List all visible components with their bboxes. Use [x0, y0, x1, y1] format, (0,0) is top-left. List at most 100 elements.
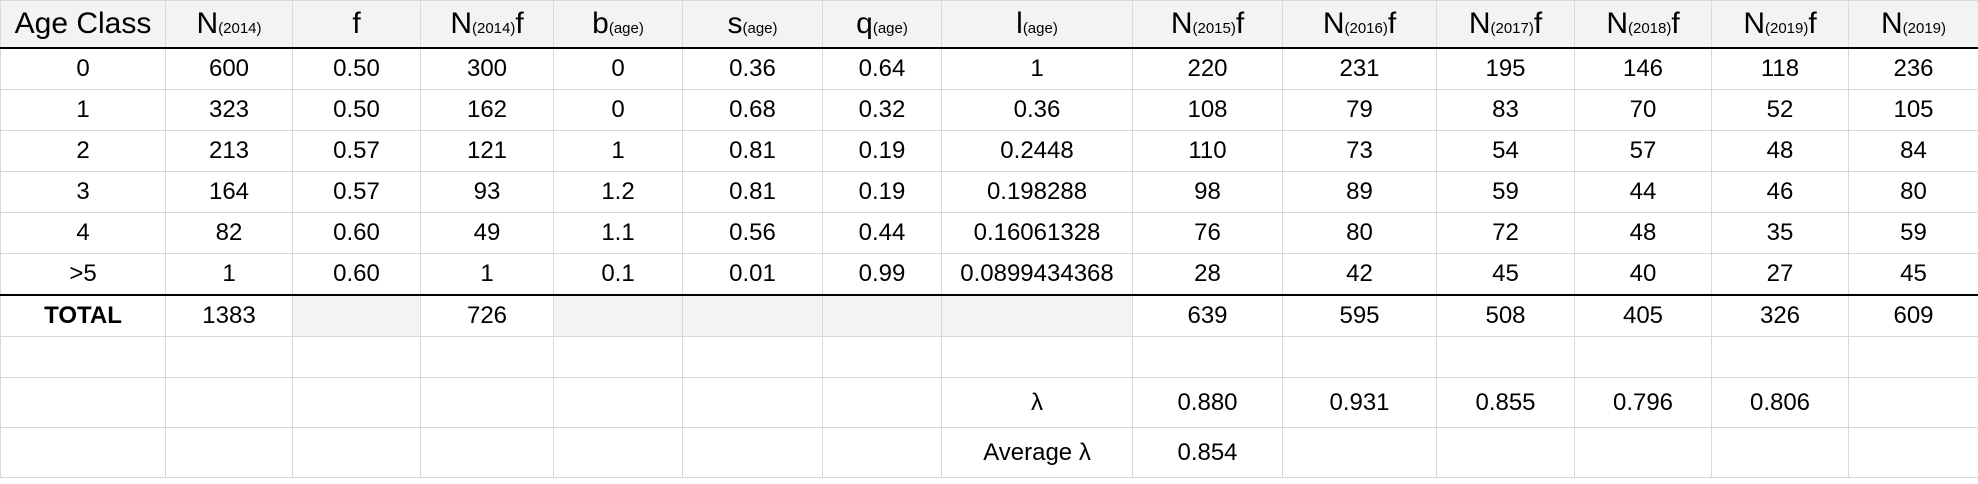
lambda-label[interactable]: λ — [941, 377, 1133, 428]
table-cell[interactable]: 0.44 — [822, 212, 942, 254]
table-cell[interactable]: >5 — [0, 253, 166, 296]
table-cell[interactable] — [822, 336, 942, 378]
table-cell[interactable]: 0.81 — [682, 130, 823, 172]
total-cell[interactable] — [553, 294, 683, 337]
table-cell[interactable] — [1282, 427, 1437, 478]
table-cell[interactable]: 45 — [1436, 253, 1575, 296]
table-cell[interactable]: 0.56 — [682, 212, 823, 254]
header-cell[interactable]: s(age) — [682, 0, 823, 49]
table-cell[interactable]: 0.1 — [553, 253, 683, 296]
table-cell[interactable]: 0.50 — [292, 89, 421, 131]
table-cell[interactable]: 0.99 — [822, 253, 942, 296]
table-cell[interactable]: 84 — [1848, 130, 1978, 172]
table-cell[interactable] — [1574, 336, 1712, 378]
header-cell[interactable]: N(2014) — [165, 0, 293, 49]
table-cell[interactable] — [1574, 427, 1712, 478]
table-cell[interactable] — [165, 427, 293, 478]
table-cell[interactable] — [1848, 377, 1978, 428]
header-cell[interactable]: N(2014)f — [420, 0, 554, 49]
total-cell[interactable]: 609 — [1848, 294, 1978, 337]
header-cell[interactable]: N(2015)f — [1132, 0, 1283, 49]
total-cell[interactable]: 405 — [1574, 294, 1712, 337]
table-cell[interactable]: 146 — [1574, 47, 1712, 90]
total-cell[interactable]: 726 — [420, 294, 554, 337]
total-cell[interactable] — [292, 294, 421, 337]
table-cell[interactable]: 46 — [1711, 171, 1849, 213]
table-cell[interactable]: 76 — [1132, 212, 1283, 254]
table-cell[interactable]: 231 — [1282, 47, 1437, 90]
table-cell[interactable] — [420, 377, 554, 428]
table-cell[interactable]: 80 — [1848, 171, 1978, 213]
total-cell[interactable]: 1383 — [165, 294, 293, 337]
table-cell[interactable]: 0.0899434368 — [941, 253, 1133, 296]
table-cell[interactable]: 1 — [553, 130, 683, 172]
table-cell[interactable]: 1 — [941, 47, 1133, 90]
table-cell[interactable]: 1.1 — [553, 212, 683, 254]
table-cell[interactable]: 44 — [1574, 171, 1712, 213]
table-cell[interactable]: 0.19 — [822, 171, 942, 213]
table-cell[interactable]: 0 — [0, 47, 166, 90]
table-cell[interactable]: 0.60 — [292, 253, 421, 296]
table-cell[interactable] — [1436, 427, 1575, 478]
table-cell[interactable]: 70 — [1574, 89, 1712, 131]
header-cell[interactable]: N(2019)f — [1711, 0, 1849, 49]
table-cell[interactable]: 89 — [1282, 171, 1437, 213]
table-cell[interactable] — [1711, 427, 1849, 478]
total-cell[interactable]: 326 — [1711, 294, 1849, 337]
table-cell[interactable]: 213 — [165, 130, 293, 172]
table-cell[interactable]: 4 — [0, 212, 166, 254]
table-cell[interactable]: 1 — [165, 253, 293, 296]
table-cell[interactable] — [941, 336, 1133, 378]
table-cell[interactable]: 0.198288 — [941, 171, 1133, 213]
header-cell[interactable]: N(2018)f — [1574, 0, 1712, 49]
table-cell[interactable]: 82 — [165, 212, 293, 254]
table-cell[interactable] — [553, 377, 683, 428]
table-cell[interactable]: 195 — [1436, 47, 1575, 90]
table-cell[interactable]: 0.36 — [682, 47, 823, 90]
table-cell[interactable]: 35 — [1711, 212, 1849, 254]
table-cell[interactable] — [420, 427, 554, 478]
table-cell[interactable]: 1 — [0, 89, 166, 131]
table-cell[interactable]: 0 — [553, 47, 683, 90]
table-cell[interactable]: 0.36 — [941, 89, 1133, 131]
table-cell[interactable]: 164 — [165, 171, 293, 213]
total-label[interactable]: TOTAL — [0, 294, 166, 337]
table-cell[interactable]: 59 — [1436, 171, 1575, 213]
table-cell[interactable] — [1282, 336, 1437, 378]
lambda-value[interactable]: 0.796 — [1574, 377, 1712, 428]
table-cell[interactable]: 59 — [1848, 212, 1978, 254]
table-cell[interactable]: 323 — [165, 89, 293, 131]
table-cell[interactable]: 220 — [1132, 47, 1283, 90]
table-cell[interactable] — [682, 427, 823, 478]
table-cell[interactable]: 118 — [1711, 47, 1849, 90]
lambda-value[interactable]: 0.855 — [1436, 377, 1575, 428]
table-cell[interactable]: 57 — [1574, 130, 1712, 172]
table-cell[interactable]: 105 — [1848, 89, 1978, 131]
table-cell[interactable] — [822, 377, 942, 428]
table-cell[interactable] — [682, 336, 823, 378]
table-cell[interactable]: 300 — [420, 47, 554, 90]
table-cell[interactable]: 0.60 — [292, 212, 421, 254]
lambda-value[interactable]: 0.806 — [1711, 377, 1849, 428]
header-cell[interactable]: f — [292, 0, 421, 49]
header-cell[interactable]: Age Class — [0, 0, 166, 49]
header-cell[interactable]: N(2017)f — [1436, 0, 1575, 49]
table-cell[interactable]: 79 — [1282, 89, 1437, 131]
table-cell[interactable]: 27 — [1711, 253, 1849, 296]
table-cell[interactable] — [553, 427, 683, 478]
total-cell[interactable]: 639 — [1132, 294, 1283, 337]
total-cell[interactable] — [941, 294, 1133, 337]
table-cell[interactable]: 73 — [1282, 130, 1437, 172]
table-cell[interactable] — [292, 427, 421, 478]
table-cell[interactable] — [1132, 336, 1283, 378]
table-cell[interactable] — [292, 377, 421, 428]
total-cell[interactable] — [822, 294, 942, 337]
table-cell[interactable] — [1436, 336, 1575, 378]
lambda-value[interactable]: 0.931 — [1282, 377, 1437, 428]
table-cell[interactable]: 0 — [553, 89, 683, 131]
table-cell[interactable] — [292, 336, 421, 378]
table-cell[interactable] — [1848, 336, 1978, 378]
table-cell[interactable]: 54 — [1436, 130, 1575, 172]
total-cell[interactable] — [682, 294, 823, 337]
header-cell[interactable]: N(2019) — [1848, 0, 1978, 49]
